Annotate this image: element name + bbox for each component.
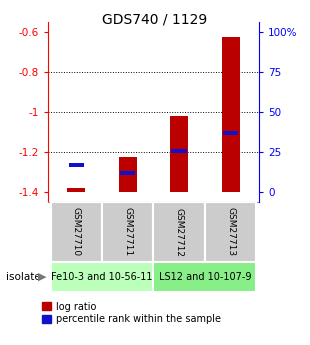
Bar (102, 202, 153, 262)
Text: GSM27713: GSM27713 (226, 207, 235, 257)
Bar (67, 188, 85, 192)
Bar (205, 202, 256, 262)
Bar (119, 157, 137, 192)
Bar (171, 149, 187, 153)
Bar (51, 262, 153, 292)
Legend: log ratio, percentile rank within the sample: log ratio, percentile rank within the sa… (42, 302, 221, 325)
Text: isolate: isolate (6, 272, 41, 282)
Bar (51, 202, 102, 262)
Bar (69, 163, 84, 167)
Bar (222, 37, 240, 192)
Text: GSM27712: GSM27712 (175, 207, 184, 257)
Text: GDS740 / 1129: GDS740 / 1129 (102, 12, 208, 26)
Text: ▶: ▶ (38, 272, 46, 282)
Text: LS12 and 10-107-9: LS12 and 10-107-9 (159, 272, 251, 282)
Bar (170, 116, 188, 192)
Text: GSM27710: GSM27710 (72, 207, 81, 257)
Bar (153, 262, 256, 292)
Bar (120, 171, 135, 175)
Bar (223, 131, 238, 135)
Bar (153, 202, 205, 262)
Text: GSM27711: GSM27711 (123, 207, 132, 257)
Text: Fe10-3 and 10-56-11: Fe10-3 and 10-56-11 (51, 272, 153, 282)
